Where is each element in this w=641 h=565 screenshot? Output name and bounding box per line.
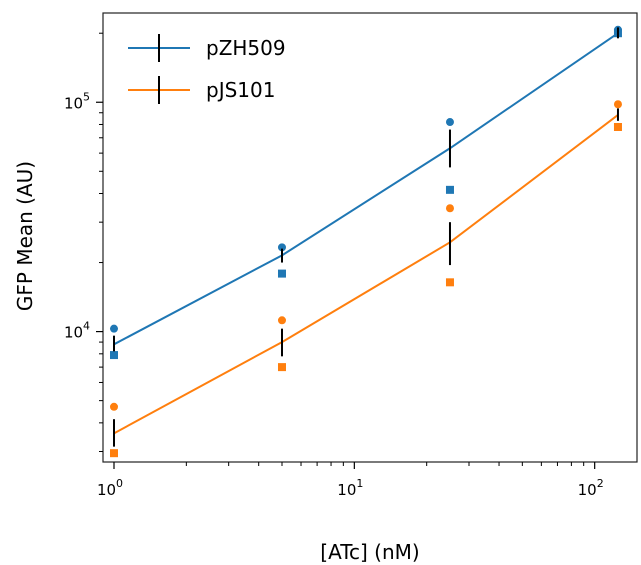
data-point-pzh509 bbox=[277, 269, 286, 278]
legend-label-pzh509: pZH509 bbox=[206, 36, 286, 60]
chart-axes: 100 101 102 104 105 bbox=[64, 12, 638, 499]
x-tick-label: 100 bbox=[97, 477, 123, 499]
data-point-pzh509 bbox=[109, 324, 118, 333]
data-point-pjs101 bbox=[109, 402, 118, 411]
data-point-pzh509 bbox=[445, 185, 454, 194]
x-tick-label: 102 bbox=[578, 477, 604, 499]
data-point-pjs101 bbox=[277, 316, 286, 325]
data-point-pjs101 bbox=[613, 122, 622, 131]
data-point-pjs101 bbox=[445, 278, 454, 287]
legend-label-pjs101: pJS101 bbox=[206, 78, 275, 102]
x-axis-label: [ATc] (nM) bbox=[320, 540, 419, 564]
data-point-pjs101 bbox=[109, 449, 118, 458]
y-tick-label: 105 bbox=[64, 90, 90, 112]
y-tick-label: 104 bbox=[64, 320, 90, 342]
data-point-pzh509 bbox=[109, 351, 118, 360]
y-axis-label: GFP Mean (AU) bbox=[13, 161, 37, 311]
series-line-pzh509 bbox=[113, 32, 619, 346]
data-point-pjs101 bbox=[445, 204, 454, 213]
data-point-pzh509 bbox=[445, 118, 454, 127]
chart-marks bbox=[109, 25, 622, 458]
x-tick-label: 101 bbox=[337, 477, 363, 499]
plot-frame bbox=[102, 12, 638, 463]
series-line-pjs101 bbox=[113, 114, 619, 435]
legend: pZH509 pJS101 bbox=[128, 34, 286, 104]
data-point-pjs101 bbox=[277, 363, 286, 372]
data-point-pzh509 bbox=[277, 243, 286, 252]
data-point-pjs101 bbox=[613, 100, 622, 109]
